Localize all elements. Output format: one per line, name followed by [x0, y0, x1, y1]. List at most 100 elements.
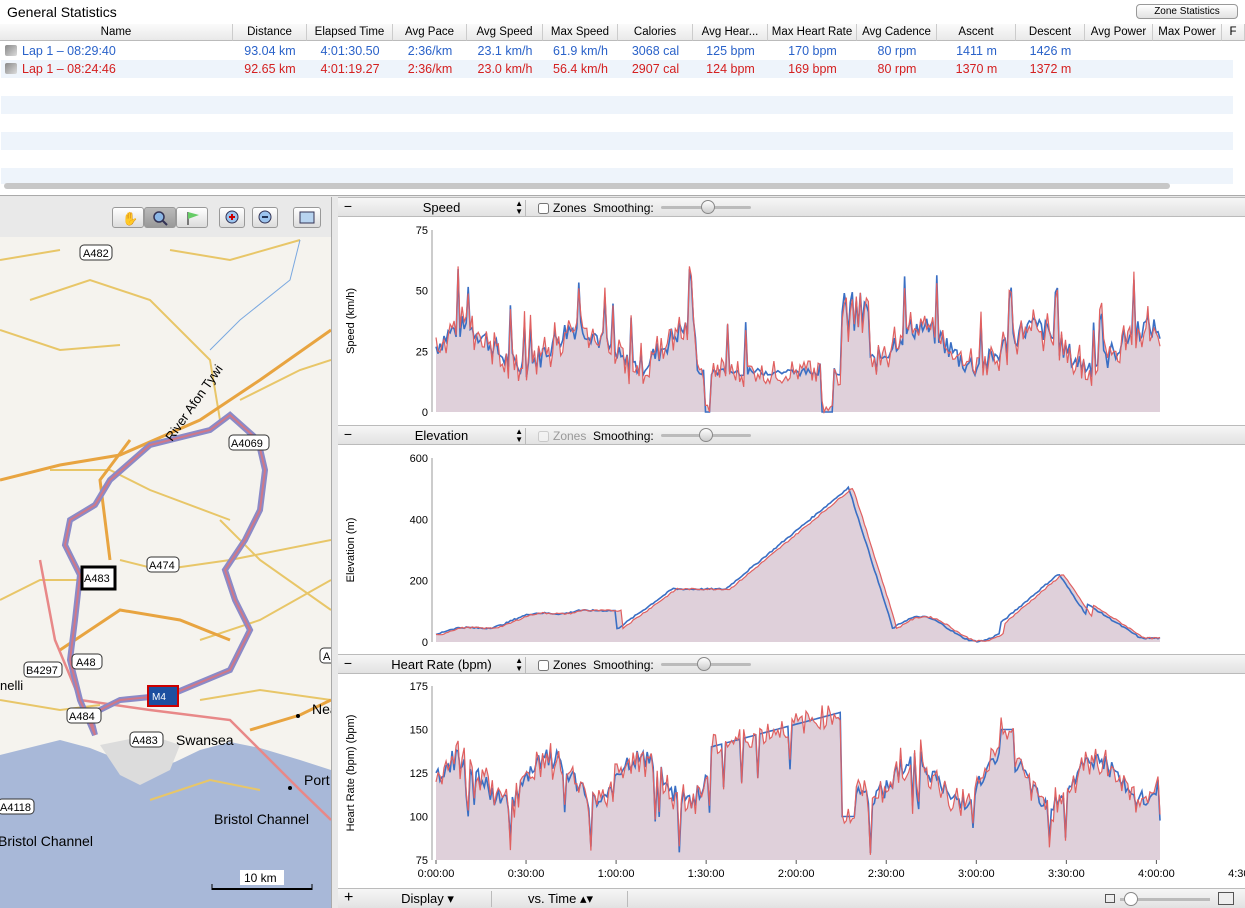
charts-pane: − Speed ▲ ▼ Zones Smoothing: − Elevation ▲ ▼…: [338, 197, 1245, 908]
x-tick-label: 1:30:00: [688, 868, 725, 880]
zone-statistics-button[interactable]: Zone Statistics: [1136, 4, 1238, 19]
column-header[interactable]: Distance: [233, 24, 307, 41]
cell-max_hr: 169 bpm: [788, 62, 837, 76]
svg-text:A482: A482: [83, 248, 109, 260]
cell-cadence: 80 rpm: [877, 44, 917, 58]
y-tick-label: 400: [410, 514, 428, 526]
x-tick-label: 0:00:00: [418, 868, 455, 880]
x-tick-label: 2:00:00: [778, 868, 815, 880]
column-header[interactable]: Descent: [1016, 24, 1085, 41]
column-header[interactable]: Name: [0, 24, 233, 41]
collapse-heart-button[interactable]: −: [343, 655, 353, 671]
y-tick-label: 0: [422, 637, 428, 649]
speed-zones-checkbox[interactable]: Zones: [538, 200, 586, 216]
cell-pace: 2:36/km: [407, 44, 453, 58]
column-header[interactable]: F: [1222, 24, 1245, 41]
series-line-red: [435, 266, 1161, 415]
map-view[interactable]: A482 A4069 A474 A483 B4297 A48 nelli A48…: [0, 237, 331, 908]
town-label-llanelli: nelli: [0, 678, 23, 693]
column-header[interactable]: Avg Pace: [393, 24, 467, 41]
svg-text:A4118: A4118: [0, 802, 31, 814]
zoom-in-button[interactable]: [219, 207, 245, 228]
road-label-a4069: A4069: [228, 434, 270, 451]
statistics-panel: General Statistics Zone Statistics Name D…: [0, 0, 1245, 196]
column-header[interactable]: Calories: [618, 24, 693, 41]
zoom-out-icon: [258, 210, 272, 224]
area-fill: [436, 266, 1160, 412]
cell-calories: 3068 cal: [631, 44, 680, 58]
cell-descent: 1426 m: [1029, 44, 1072, 58]
heart-toolbar: − Heart Rate (bpm) ▲ ▼ Zones Smoothing:: [338, 654, 1245, 674]
heart-zones-checkbox[interactable]: Zones: [538, 657, 586, 673]
road-label-a4118: A4118: [0, 798, 35, 815]
town-label-port: Port: [304, 772, 330, 788]
column-header[interactable]: Avg Hear...: [693, 24, 768, 41]
svg-text:A: A: [323, 651, 331, 663]
town-label-neath: Nea: [312, 701, 331, 717]
speed-chart-select[interactable]: Speed ▲ ▼: [358, 200, 526, 216]
slider-knob: [697, 657, 712, 671]
horizontal-scrollbar[interactable]: [4, 183, 1170, 189]
display-select[interactable]: Display ▾: [364, 891, 492, 907]
charts-svg: 75 50 25 0 Speed (km/h) 600 400 200 0 Elevation (…: [345, 225, 1245, 880]
add-chart-button[interactable]: +: [344, 889, 354, 906]
road-label-b4297: B4297: [23, 661, 63, 678]
svg-text:A483: A483: [132, 735, 158, 747]
y-tick-label: 150: [410, 725, 428, 737]
table-row: [1, 78, 1233, 96]
svg-text:10 km: 10 km: [244, 871, 277, 885]
cell-avg_speed: 23.1 km/h: [477, 44, 533, 58]
column-header[interactable]: Elapsed Time: [307, 24, 393, 41]
table-row: [1, 114, 1233, 132]
sea-label-1: Bristol Channel: [214, 811, 309, 827]
cell-ascent: 1411 m: [956, 44, 997, 58]
table-row: [1, 150, 1233, 168]
fit-map-button[interactable]: [293, 207, 321, 228]
svg-text:A4069: A4069: [231, 438, 263, 450]
column-header[interactable]: Max Power: [1153, 24, 1222, 41]
flag-tool-button[interactable]: [176, 207, 208, 228]
cell-cadence: 80 rpm: [877, 62, 917, 76]
cell-distance: 93.04 km: [244, 44, 296, 58]
zoom-out-button[interactable]: [252, 207, 278, 228]
column-header[interactable]: Max Speed: [543, 24, 618, 41]
cell-pace: 2:36/km: [407, 62, 453, 76]
cell-elapsed: 4:01:19.27: [320, 62, 380, 76]
cell-distance: 92.65 km: [244, 62, 296, 76]
column-header[interactable]: Ascent: [937, 24, 1016, 41]
series-line-blue: [435, 711, 1161, 854]
cell-descent: 1372 m: [1029, 62, 1072, 76]
y-tick-label: 200: [410, 576, 428, 588]
collapse-speed-button[interactable]: −: [343, 198, 353, 214]
column-header[interactable]: Avg Cadence: [857, 24, 937, 41]
table-row[interactable]: [1, 60, 1233, 78]
statistics-table: Name Distance Elapsed Time Avg Pace Avg Spee…: [0, 24, 1245, 184]
speed-smoothing-label: Smoothing:: [593, 201, 654, 215]
zoom-slider[interactable]: [1120, 892, 1210, 906]
series-line-blue: [435, 485, 1161, 643]
pan-tool-button[interactable]: ✋: [112, 207, 144, 228]
heart-chart-select[interactable]: Heart Rate (bpm) ▲ ▼: [358, 657, 526, 673]
slider-knob: [1124, 892, 1138, 906]
speed-smoothing-slider[interactable]: [661, 200, 751, 214]
elevation-zones-checkbox: Zones: [538, 428, 586, 444]
y-tick-label: 125: [410, 768, 428, 780]
road-label-a48: A48: [71, 653, 103, 670]
zoom-small-icon: [1105, 894, 1115, 903]
zoom-tool-button[interactable]: [144, 207, 176, 228]
vs-time-select[interactable]: vs. Time ▴▾: [494, 891, 628, 907]
collapse-elevation-button[interactable]: −: [343, 426, 353, 442]
column-header[interactable]: Max Heart Rate: [768, 24, 857, 41]
heart-smoothing-slider[interactable]: [661, 657, 751, 671]
table-row: [1, 168, 1233, 184]
elevation-chart-select[interactable]: Elevation ▲ ▼: [358, 428, 526, 444]
elevation-smoothing-slider[interactable]: [661, 428, 751, 442]
x-tick-label: 4:30:00: [1228, 868, 1245, 880]
column-header[interactable]: Avg Power: [1085, 24, 1153, 41]
slider-knob: [701, 200, 716, 214]
y-tick-label: 50: [416, 286, 428, 298]
slider-knob: [699, 428, 713, 442]
column-header[interactable]: Avg Speed: [467, 24, 543, 41]
panel-title: General Statistics: [7, 4, 117, 20]
road-label-edge: A: [319, 647, 331, 664]
